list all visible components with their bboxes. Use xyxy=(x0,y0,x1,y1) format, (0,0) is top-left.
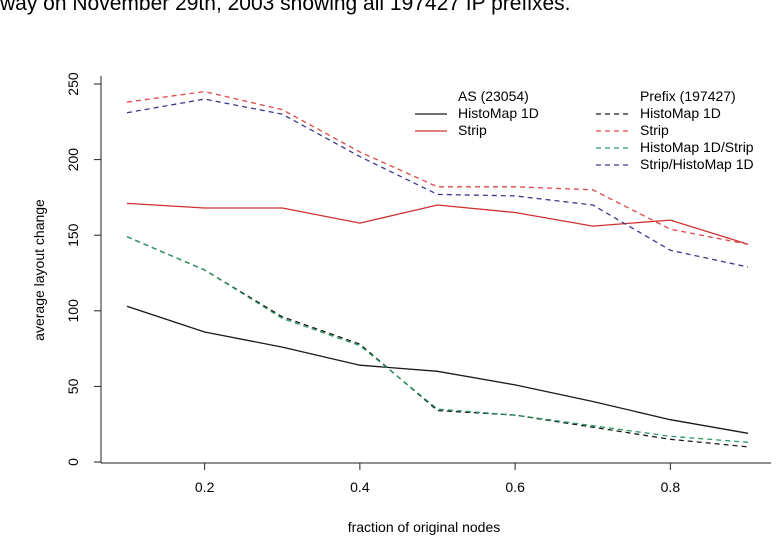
figure-caption: way on November 29th, 2003 showing all 1… xyxy=(0,0,571,15)
y-tick-label: 0 xyxy=(65,458,81,466)
legend-label-prefix-histomap-1d-strip: HistoMap 1D/Strip xyxy=(640,139,754,155)
axes: 0.2 0.4 0.6 0.8 0 50 100 150 200 250 xyxy=(65,72,771,495)
series-line-as-strip xyxy=(126,202,749,245)
series-layer xyxy=(126,90,749,448)
x-tick-label: 0.2 xyxy=(195,479,215,495)
y-tick-label: 150 xyxy=(65,223,81,247)
legend-label-prefix-strip-histomap-1d: Strip/HistoMap 1D xyxy=(640,156,754,172)
series-line-as-histomap-1d xyxy=(126,305,749,434)
legend-title-as: AS (23054) xyxy=(458,88,529,104)
x-axis-label: fraction of original nodes xyxy=(348,519,501,535)
legend: AS (23054) Prefix (197427) HistoMap 1DSt… xyxy=(415,88,754,172)
x-tick-label: 0.8 xyxy=(661,479,681,495)
legend-label-prefix-strip: Strip xyxy=(640,122,669,138)
legend-label-as-strip: Strip xyxy=(458,122,487,138)
legend-label-as-histomap-1d: HistoMap 1D xyxy=(458,105,539,121)
legend-title-prefix: Prefix (197427) xyxy=(640,88,736,104)
series-line-prefix-histomap-1d xyxy=(126,236,749,448)
y-tick-label: 100 xyxy=(65,299,81,323)
y-axis-label: average layout change xyxy=(31,199,47,341)
legend-label-prefix-histomap-1d: HistoMap 1D xyxy=(640,105,721,121)
y-tick-label: 250 xyxy=(65,72,81,96)
series-line-prefix-strip xyxy=(126,90,749,245)
y-tick-label: 200 xyxy=(65,148,81,172)
series-line-prefix-histomap-1d-strip xyxy=(126,236,749,443)
x-tick-label: 0.4 xyxy=(350,479,370,495)
y-tick-label: 50 xyxy=(65,378,81,394)
x-tick-label: 0.6 xyxy=(505,479,525,495)
